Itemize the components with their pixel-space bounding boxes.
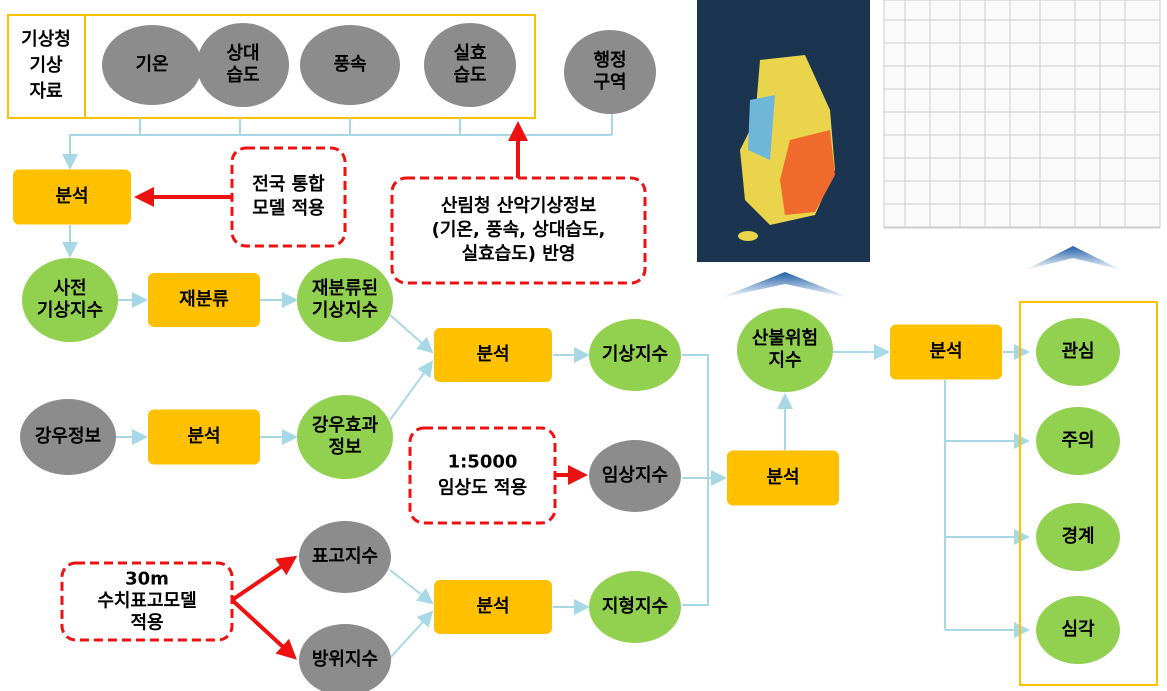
label: 적용: [130, 613, 163, 634]
label: 기상지수: [602, 344, 668, 365]
label: 분석: [476, 596, 509, 617]
label: 풍속: [333, 54, 366, 75]
connector: [390, 612, 432, 658]
label: 수치표고모델: [97, 591, 196, 612]
label: 행정: [593, 50, 626, 71]
label: 습도: [226, 65, 259, 86]
label: 주의: [1061, 430, 1094, 451]
label: 기상청: [21, 29, 71, 50]
label: 강우정보: [35, 426, 101, 447]
label: 사전: [53, 278, 86, 299]
label: 기상: [29, 55, 63, 76]
label: 심각: [1061, 619, 1095, 640]
label: 산불위험: [752, 327, 818, 349]
label: 실효: [453, 43, 486, 64]
label: 재분류된: [312, 278, 378, 299]
label: 기상지수: [312, 300, 378, 321]
label: 정보: [328, 437, 361, 458]
label: 자료: [29, 81, 62, 102]
label: 분석: [929, 341, 962, 362]
label: 분석: [187, 426, 220, 447]
red-arrow: [232, 600, 294, 657]
connector: [682, 355, 708, 478]
map-image: [697, 0, 870, 262]
label: 임상지수: [602, 465, 668, 486]
label: 분석: [55, 186, 88, 207]
label: 1:5000: [448, 452, 518, 473]
label: 임상도 적용: [438, 478, 527, 499]
up-arrow: [720, 272, 850, 298]
label: 분석: [476, 344, 509, 365]
label: (기온, 풍속, 상대습도,: [432, 220, 606, 241]
label: 구역: [593, 72, 626, 93]
diagram: 기상청기상자료기온상대습도풍속실효습도행정구역분석사전기상지수재분류재분류된기상…: [0, 0, 1167, 691]
label: 지형지수: [602, 596, 668, 617]
connector: [390, 315, 432, 352]
label: 산림청 산악기상정보: [441, 196, 596, 217]
label: 표고지수: [312, 546, 378, 567]
table-image: [884, 0, 1160, 228]
label: 모델 적용: [252, 198, 325, 219]
label: 기상지수: [37, 300, 103, 321]
connector: [390, 570, 432, 603]
note: [410, 428, 555, 523]
label: 재분류: [179, 289, 229, 310]
label: 강우효과: [312, 415, 379, 436]
label: 경계: [1061, 526, 1094, 547]
label: 30m: [125, 569, 169, 590]
red-arrow: [232, 558, 294, 600]
note: [232, 148, 345, 246]
label: 실효습도) 반영: [462, 244, 576, 265]
connector: [682, 478, 708, 605]
label: 분석: [766, 467, 799, 488]
label: 방위지수: [312, 649, 378, 670]
label: 전국 통합: [252, 173, 325, 195]
label: 습도: [453, 65, 486, 86]
up-arrow: [1025, 246, 1121, 270]
label: 상대: [226, 43, 259, 64]
label: 기온: [135, 54, 168, 75]
label: 지수: [768, 350, 801, 371]
connector: [390, 362, 432, 420]
label: 관심: [1061, 341, 1094, 362]
